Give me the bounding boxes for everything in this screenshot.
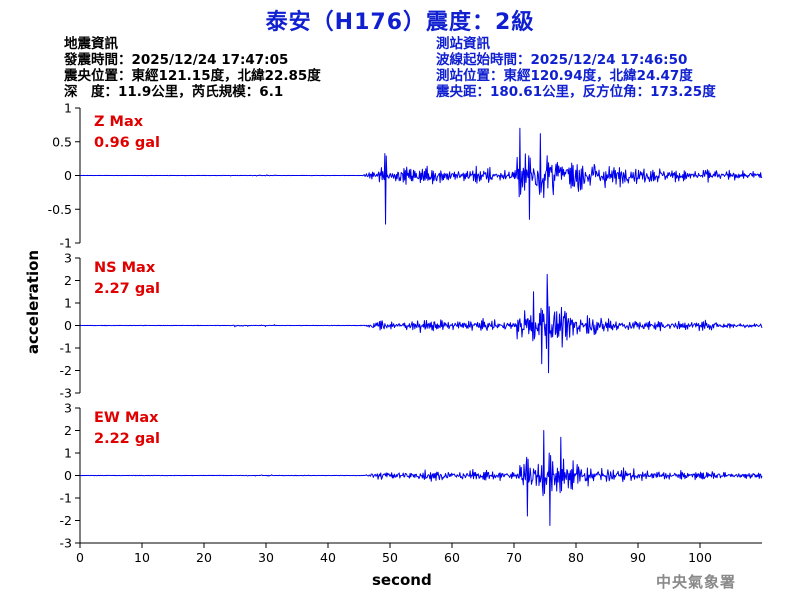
z-y-tick-label: -1 <box>60 236 72 251</box>
x-tick-label: 50 <box>382 550 398 565</box>
x-tick-label: 10 <box>134 550 150 565</box>
ns-waveform-series <box>79 273 763 374</box>
event-info-heading: 地震資訊 <box>64 36 118 52</box>
ns-y-tick-label: -3 <box>60 386 72 401</box>
ns-max-value: 2.27 gal <box>94 281 160 297</box>
x-tick-label: 40 <box>320 550 336 565</box>
origin-time: 發震時間：2025/12/24 17:47:05 <box>64 52 289 68</box>
ew-waveform-series <box>79 430 763 526</box>
z-max-title: Z Max <box>94 114 144 130</box>
z-max-value: 0.96 gal <box>94 135 160 151</box>
station-info: 測站資訊 波線起始時間：2025/12/24 17:46:50 測站位置：東經1… <box>436 36 716 100</box>
x-tick-label: 20 <box>196 550 212 565</box>
ew-y-tick-label: 2 <box>64 423 72 438</box>
station-info-heading: 測站資訊 <box>436 36 490 52</box>
ns-y-tick-label: -2 <box>60 363 72 378</box>
y-axis-label: acceleration <box>24 249 42 355</box>
ns-max-label: NS Max 2.27 gal <box>94 258 160 300</box>
ns-y-tick-label: 1 <box>64 296 72 311</box>
depth-magnitude: 深 度：11.9公里，芮氏規模：6.1 <box>64 84 284 100</box>
ew-max-label: EW Max 2.22 gal <box>94 408 160 450</box>
event-info: 地震資訊 發震時間：2025/12/24 17:47:05 震央位置：東經121… <box>64 36 321 100</box>
z-y-tick-label: 0.5 <box>52 134 72 149</box>
ew-y-tick-label: 0 <box>64 468 72 483</box>
z-y-tick-label: -0.5 <box>48 202 72 217</box>
ns-y-tick-label: 0 <box>64 318 72 333</box>
z-waveform-series <box>79 127 763 225</box>
x-axis-label: second <box>372 571 432 589</box>
z-y-tick-label: 0 <box>64 168 72 183</box>
wave-start-time: 波線起始時間：2025/12/24 17:46:50 <box>436 52 688 68</box>
x-tick-label: 70 <box>506 550 522 565</box>
z-max-label: Z Max 0.96 gal <box>94 112 160 154</box>
agency-watermark: 中央氣象署 <box>656 573 737 591</box>
ew-y-tick-label: 3 <box>64 401 72 416</box>
x-tick-label: 80 <box>568 550 584 565</box>
ns-y-tick-label: 2 <box>64 273 72 288</box>
x-tick-label: 0 <box>76 550 84 565</box>
ns-y-tick-label: 3 <box>64 251 72 266</box>
ew-y-tick-label: -3 <box>60 536 72 551</box>
station-location: 測站位置：東經120.94度，北緯24.47度 <box>436 68 693 84</box>
x-tick-label: 30 <box>258 550 274 565</box>
z-y-tick-label: 1 <box>64 101 72 116</box>
ew-y-tick-label: 1 <box>64 446 72 461</box>
x-tick-label: 100 <box>688 550 712 565</box>
x-tick-label: 90 <box>630 550 646 565</box>
ew-y-tick-label: -1 <box>60 491 72 506</box>
chart-title: 泰安（H176）震度：2級 <box>265 10 535 35</box>
epicentral-distance: 震央距：180.61公里，反方位角：173.25度 <box>436 84 716 100</box>
ns-max-title: NS Max <box>94 260 156 276</box>
epicenter: 震央位置：東經121.15度，北緯22.85度 <box>64 68 321 84</box>
x-tick-label: 60 <box>444 550 460 565</box>
ew-max-value: 2.22 gal <box>94 431 160 447</box>
ew-max-title: EW Max <box>94 410 159 426</box>
ew-y-tick-label: -2 <box>60 513 72 528</box>
ns-y-tick-label: -1 <box>60 341 72 356</box>
